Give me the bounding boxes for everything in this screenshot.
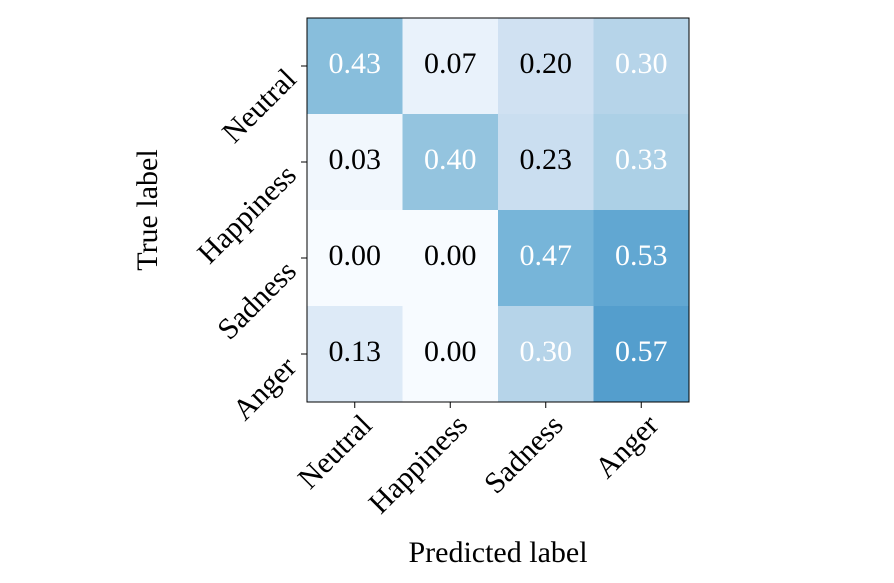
cell-label: 0.53 (615, 239, 668, 272)
cell (593, 306, 690, 403)
y-tick-label: Anger (226, 350, 302, 426)
cell-label: 0.30 (520, 335, 573, 368)
cell (498, 18, 594, 115)
cell (307, 306, 403, 403)
cell-label: 0.20 (520, 47, 573, 80)
cell (307, 210, 403, 307)
cell (498, 114, 594, 211)
x-tick-label: Anger (589, 408, 665, 484)
cell-label: 0.23 (520, 143, 573, 176)
x-tick-label: Neutral (292, 408, 379, 495)
cell (307, 18, 403, 115)
y-tick-label: Sadness (211, 254, 303, 346)
cell (593, 18, 690, 115)
plot-frame (306, 17, 690, 403)
cell (498, 210, 594, 307)
cell-label: 0.40 (424, 143, 477, 176)
cell-label: 0.00 (424, 239, 477, 272)
cell-label: 0.30 (615, 47, 668, 80)
cell-label: 0.47 (520, 239, 573, 272)
cell (498, 306, 594, 403)
x-tick-label: Sadness (478, 408, 570, 500)
cell (307, 114, 403, 211)
cell-label: 0.13 (329, 335, 382, 368)
cell (402, 114, 499, 211)
cell-label: 0.33 (615, 143, 668, 176)
cell-label: 0.43 (329, 47, 382, 80)
x-tick-label: Happiness (362, 408, 474, 520)
cell (593, 210, 690, 307)
cell (402, 18, 499, 115)
y-tick-label: Happiness (191, 158, 303, 270)
cell (402, 306, 499, 403)
cell (402, 210, 499, 307)
cell-label: 0.00 (329, 239, 382, 272)
y-axis-label: True label (131, 149, 164, 270)
cell (593, 114, 690, 211)
y-tick-label: Neutral (216, 62, 303, 149)
cell-label: 0.00 (424, 335, 477, 368)
cell-label: 0.03 (329, 143, 382, 176)
cell-label: 0.07 (424, 47, 477, 80)
x-axis-label: Predicted label (408, 536, 587, 569)
cell-label: 0.57 (615, 335, 668, 368)
